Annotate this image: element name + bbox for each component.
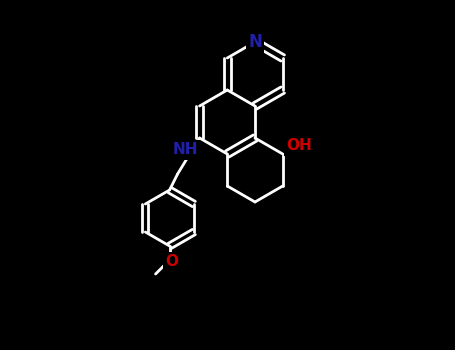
- Text: N: N: [248, 33, 262, 51]
- Text: O: O: [165, 254, 178, 270]
- Text: NH: NH: [173, 142, 198, 158]
- Text: OH: OH: [286, 139, 312, 154]
